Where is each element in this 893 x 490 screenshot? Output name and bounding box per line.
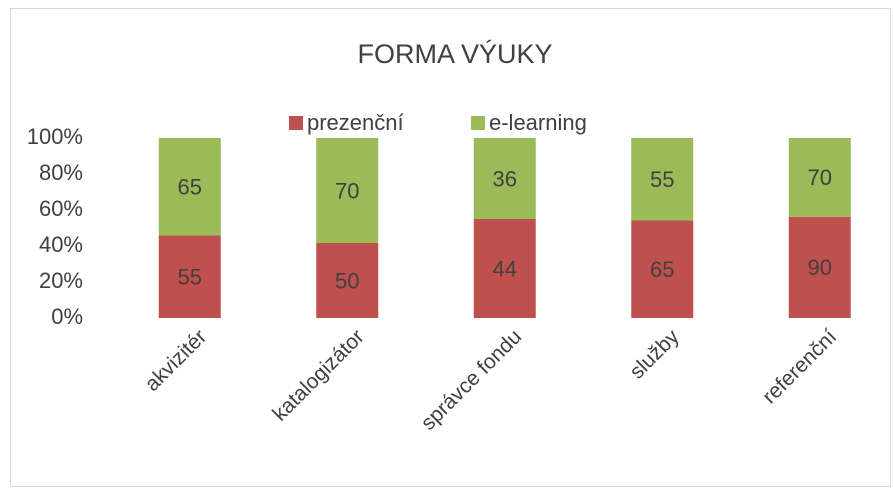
legend-label: e-learning: [489, 110, 587, 135]
bar-segment: [473, 219, 536, 318]
bar-segment: [631, 220, 694, 318]
legend-swatch: [289, 116, 303, 130]
data-label: 65: [178, 175, 202, 200]
bar-segment: [788, 138, 851, 217]
bar-segment: [158, 235, 221, 318]
data-label: 65: [650, 257, 674, 282]
legend-label: prezenční: [307, 110, 404, 135]
data-label: 70: [335, 178, 359, 203]
y-tick-label: 20%: [39, 268, 83, 293]
chart-border: [10, 8, 891, 487]
y-tick-label: 100%: [27, 124, 83, 149]
data-label: 44: [493, 256, 517, 281]
legend-swatch: [471, 116, 485, 130]
bar-segment: [788, 216, 851, 318]
bar-segment: [158, 138, 221, 236]
data-label: 50: [335, 268, 359, 293]
y-tick-label: 60%: [39, 196, 83, 221]
data-label: 36: [493, 166, 517, 191]
data-label: 55: [178, 265, 202, 290]
y-tick-label: 80%: [39, 160, 83, 185]
bar-segment: [316, 138, 379, 243]
data-label: 90: [808, 255, 832, 280]
chart-title: FORMA VÝUKY: [357, 39, 552, 69]
bar-segment: [631, 138, 694, 221]
bar-segment: [473, 138, 536, 219]
y-tick-label: 0%: [51, 304, 83, 329]
y-tick-label: 40%: [39, 232, 83, 257]
data-label: 70: [808, 165, 832, 190]
bar-segment: [316, 243, 379, 318]
data-label: 55: [650, 167, 674, 192]
